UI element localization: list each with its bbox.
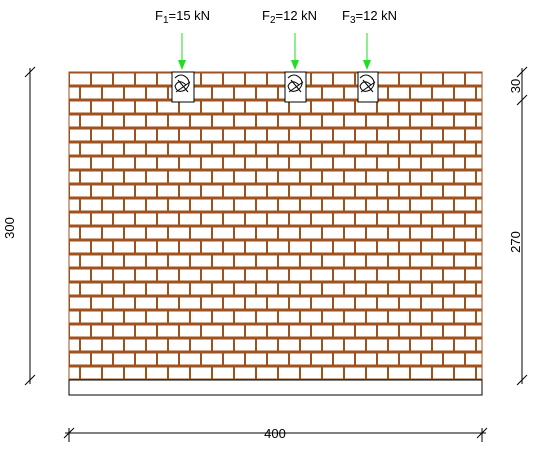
arrow-head (178, 60, 186, 70)
dim-label: 300 (2, 217, 17, 239)
dim-label: 270 (508, 231, 523, 253)
load-index: 1 (163, 15, 169, 26)
dim-tick (516, 66, 528, 78)
arrow-head (363, 60, 371, 70)
load-arrows (178, 33, 371, 70)
dim-tick (24, 374, 36, 386)
load-index: 2 (270, 15, 276, 26)
bearing-pads (171, 71, 379, 103)
load-symbol: F (342, 8, 350, 23)
load-label: F3=12 kN (342, 8, 397, 26)
brick-wall (68, 71, 483, 381)
load-value: =12 kN (356, 8, 398, 23)
dim-tick (516, 374, 528, 386)
load-symbol: F (155, 8, 163, 23)
dim-tick (516, 94, 528, 106)
load-label: F1=15 kN (155, 8, 210, 26)
load-symbol: F (262, 8, 270, 23)
pad-hatch (359, 74, 376, 93)
load-label: F2=12 kN (262, 8, 317, 26)
dim-tick (24, 66, 36, 78)
load-index: 3 (350, 15, 356, 26)
pad-hatch (287, 74, 304, 93)
arrow-head (291, 60, 299, 70)
dim-label: 30 (508, 79, 523, 93)
load-value: =12 kN (276, 8, 318, 23)
pad-hatch (174, 74, 191, 93)
dimension-lines (24, 66, 528, 442)
base (68, 379, 483, 396)
dim-label: 400 (264, 426, 286, 441)
load-value: =15 kN (169, 8, 211, 23)
